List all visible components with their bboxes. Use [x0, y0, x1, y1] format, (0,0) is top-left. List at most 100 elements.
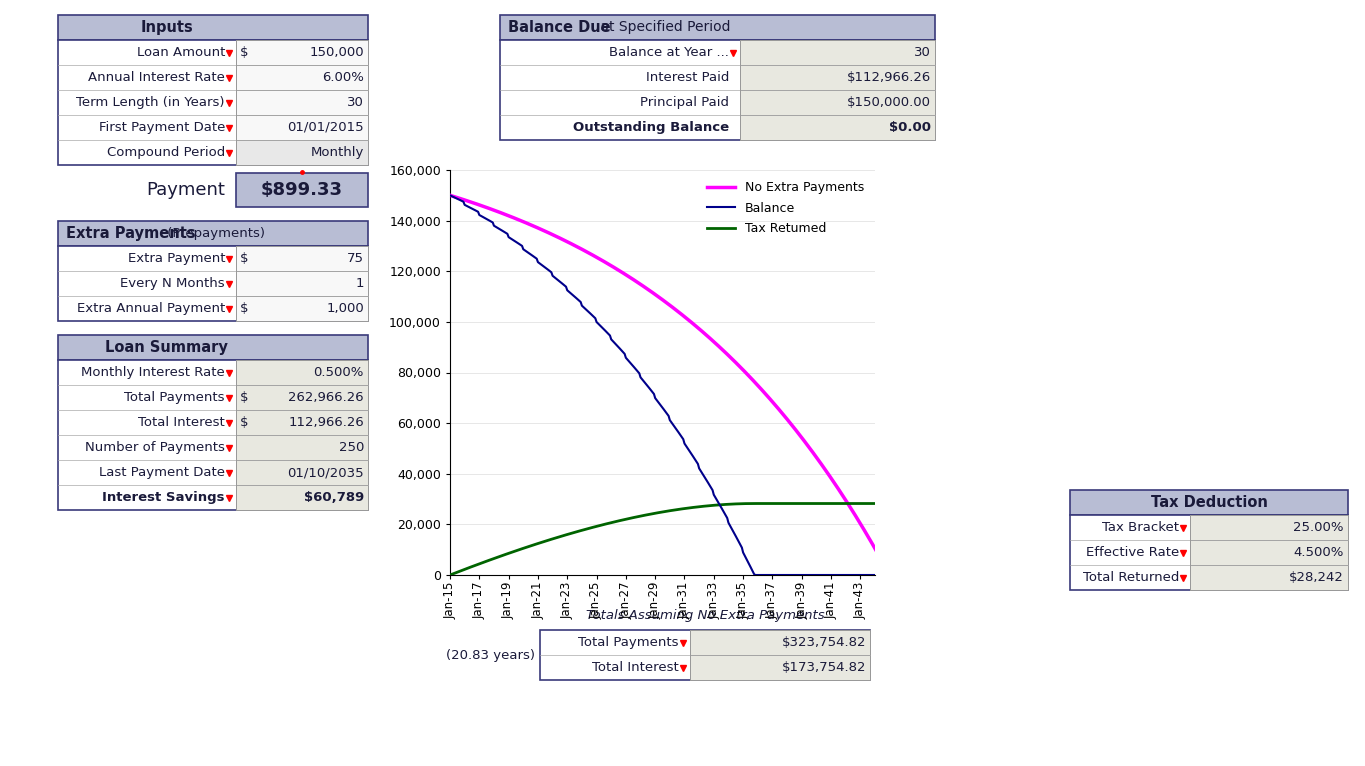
Text: Payment: Payment	[146, 181, 225, 199]
Text: $28,242: $28,242	[1289, 571, 1345, 584]
Bar	[57, 246, 369, 321]
Tax Retumed	[882, 499, 898, 508]
Bar	[740, 65, 935, 90]
No Extra Payments	[882, 571, 898, 580]
Text: Extra Payments: Extra Payments	[66, 226, 195, 241]
Text: Effective Rate: Effective Rate	[1085, 546, 1179, 559]
Bar	[236, 90, 369, 115]
Text: Every N Months: Every N Months	[120, 277, 225, 290]
Bar	[500, 40, 935, 140]
Text: Monthly Interest Rate: Monthly Interest Rate	[82, 366, 225, 379]
No Extra Payments	[707, 339, 723, 348]
Text: Balance Due: Balance Due	[508, 20, 610, 35]
Bar	[740, 90, 935, 115]
Balance	[524, 250, 541, 260]
No Extra Payments	[717, 347, 733, 356]
Text: Tax Deduction: Tax Deduction	[1151, 495, 1268, 510]
Bar	[236, 296, 369, 321]
Bar	[236, 246, 369, 271]
Bar	[57, 15, 369, 40]
Text: $150,000.00: $150,000.00	[848, 96, 931, 109]
Bar	[236, 385, 369, 410]
Balance	[882, 571, 898, 580]
Text: Last Payment Date: Last Payment Date	[100, 466, 225, 479]
Bar	[236, 271, 369, 296]
No Extra Payments	[455, 195, 471, 204]
Bar	[236, 40, 369, 65]
Balance	[707, 493, 723, 502]
Text: $: $	[240, 46, 248, 59]
Text: Interest Paid: Interest Paid	[646, 71, 729, 84]
Text: Total Interest: Total Interest	[138, 416, 225, 429]
Bar	[740, 115, 935, 140]
Text: 0.500%: 0.500%	[314, 366, 364, 379]
Text: Tax Bracket: Tax Bracket	[1102, 521, 1179, 534]
Text: 1,000: 1,000	[326, 302, 364, 315]
Text: Total Payments: Total Payments	[579, 636, 678, 649]
Text: 262,966.26: 262,966.26	[288, 391, 364, 404]
Text: Total Returned: Total Returned	[1082, 571, 1179, 584]
Tax Retumed	[442, 571, 459, 580]
Text: 250: 250	[339, 441, 364, 454]
Text: (Prepayments): (Prepayments)	[162, 227, 265, 240]
Bar	[57, 221, 369, 246]
Bar	[1190, 540, 1349, 565]
Text: Monthly: Monthly	[311, 146, 364, 159]
Text: (20.83 years): (20.83 years)	[445, 649, 535, 662]
Text: Total Payments: Total Payments	[124, 391, 225, 404]
Line: Tax Retumed: Tax Retumed	[450, 503, 890, 575]
Tax Retumed	[692, 502, 708, 511]
Bar	[236, 460, 369, 485]
Line: Balance: Balance	[450, 195, 890, 575]
Text: Extra Annual Payment: Extra Annual Payment	[76, 302, 225, 315]
Bar	[1070, 515, 1349, 590]
Text: 4.500%: 4.500%	[1294, 546, 1345, 559]
Text: Loan Amount: Loan Amount	[136, 46, 225, 59]
Text: Annual Interest Rate: Annual Interest Rate	[89, 71, 225, 84]
Text: 30: 30	[915, 46, 931, 59]
Text: Totals Assuming No Extra Payments: Totals Assuming No Extra Payments	[586, 608, 824, 621]
Text: Principal Paid: Principal Paid	[640, 96, 729, 109]
Tax Retumed	[747, 499, 763, 508]
Balance	[829, 571, 845, 580]
Bar	[1190, 515, 1349, 540]
Text: Interest Savings: Interest Savings	[102, 491, 225, 504]
Text: 01/10/2035: 01/10/2035	[288, 466, 364, 479]
Tax Retumed	[717, 500, 733, 509]
Text: First Payment Date: First Payment Date	[98, 121, 225, 134]
Balance	[442, 191, 459, 200]
Tax Retumed	[455, 565, 471, 574]
Tax Retumed	[829, 499, 845, 508]
Text: $: $	[240, 302, 248, 315]
Text: 150,000: 150,000	[310, 46, 364, 59]
Bar	[57, 40, 369, 165]
Bar	[541, 630, 870, 680]
Text: $323,754.82: $323,754.82	[782, 636, 865, 649]
Text: $: $	[240, 252, 248, 265]
Bar	[1190, 565, 1349, 590]
Bar	[236, 410, 369, 435]
Text: 25.00%: 25.00%	[1294, 521, 1345, 534]
Line: No Extra Payments: No Extra Payments	[450, 195, 890, 575]
Bar	[689, 655, 870, 680]
Bar	[236, 435, 369, 460]
Text: $60,789: $60,789	[304, 491, 364, 504]
Text: Inputs: Inputs	[141, 20, 192, 35]
Bar	[1070, 490, 1349, 515]
Text: Extra Payment: Extra Payment	[127, 252, 225, 265]
Bar	[236, 140, 369, 165]
No Extra Payments	[692, 326, 708, 335]
Bar	[740, 40, 935, 65]
Text: 112,966.26: 112,966.26	[288, 416, 364, 429]
Bar	[236, 65, 369, 90]
Balance	[692, 466, 708, 475]
Text: Loan Summary: Loan Summary	[105, 340, 228, 355]
Bar	[236, 360, 369, 385]
Text: $0.00: $0.00	[889, 121, 931, 134]
Tax Retumed	[707, 501, 723, 510]
No Extra Payments	[827, 481, 844, 490]
Bar	[236, 115, 369, 140]
Balance	[747, 571, 763, 580]
Text: Number of Payments: Number of Payments	[85, 441, 225, 454]
Legend: No Extra Payments, Balance, Tax Retumed: No Extra Payments, Balance, Tax Retumed	[702, 176, 868, 241]
